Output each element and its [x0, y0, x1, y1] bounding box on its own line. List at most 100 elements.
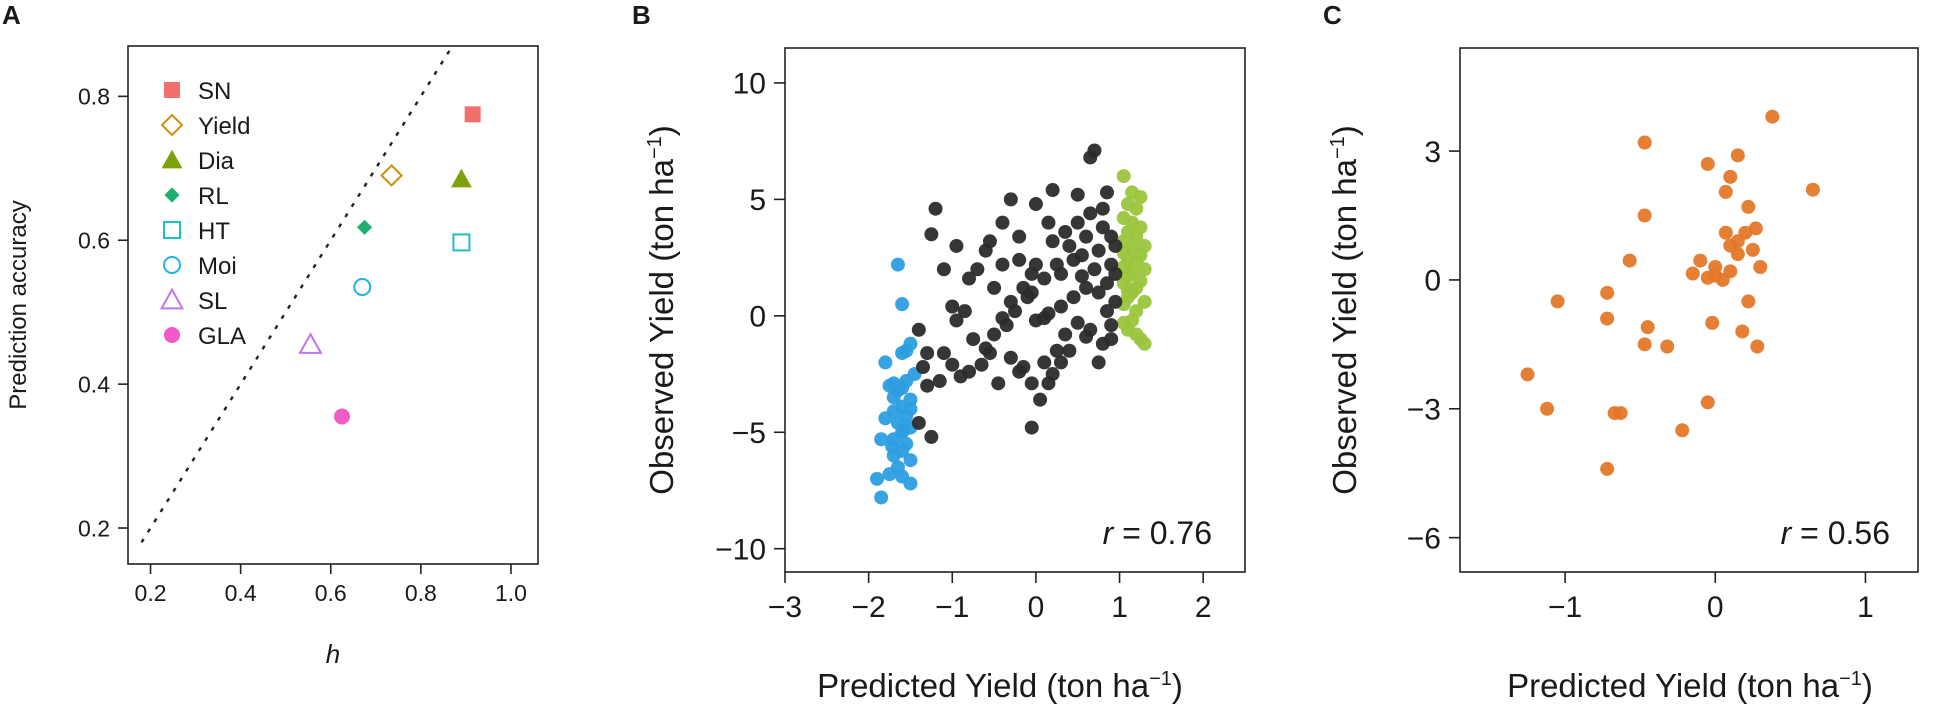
data-point-b [932, 374, 947, 389]
data-point-b [1100, 276, 1114, 291]
data-point-c [1730, 247, 1745, 262]
point-gla [334, 408, 351, 425]
data-point-b [1108, 266, 1123, 281]
data-point-b [1041, 215, 1056, 230]
data-point-b [1003, 192, 1018, 207]
legend-label-sn: SN [198, 78, 231, 105]
x-axis-label-b-sup: −1 [1149, 668, 1172, 690]
y-tick-label-c: −6 [1407, 522, 1441, 555]
annotation-r-b: r [1103, 515, 1115, 551]
data-point-b [903, 476, 918, 491]
data-point-c [1745, 242, 1760, 257]
panel-letter-b: B [632, 0, 651, 30]
data-point-c [1613, 406, 1628, 421]
y-tick-label-c: −3 [1407, 394, 1441, 427]
y-tick-label-b: 10 [733, 68, 766, 101]
data-point-b [1079, 229, 1094, 244]
data-point-c [1765, 109, 1780, 124]
data-point-c [1741, 199, 1756, 214]
data-point-b [1104, 332, 1119, 347]
data-point-b [920, 346, 935, 361]
x-axis-label-c-sup: −1 [1839, 668, 1862, 690]
data-point-b [1100, 304, 1114, 319]
data-point-c [1550, 294, 1565, 309]
data-point-b [995, 215, 1010, 230]
panel-c: C −1 0 1 3 0 −3 −6 r = 0.56 Predicted Yield (… [1323, 0, 1919, 704]
data-point-b [1137, 294, 1152, 309]
legend-marker-rl [164, 187, 180, 203]
point-moi [353, 278, 372, 297]
data-point-c [1718, 184, 1733, 199]
data-point-c [1741, 294, 1756, 309]
y-tick-label-b: −10 [715, 534, 766, 567]
x-tick-label-a: 0.2 [135, 580, 167, 606]
y-axis-label-c: Observed Yield (ton ha−1) [1326, 125, 1363, 495]
points-c [1520, 109, 1820, 476]
legend-label-gla: GLA [198, 323, 246, 350]
data-point-b [1008, 304, 1022, 319]
data-point-b [920, 378, 935, 393]
data-point-b [924, 429, 939, 444]
data-point-b [886, 390, 901, 405]
data-point-b [1049, 343, 1064, 358]
data-point-c [1637, 208, 1652, 223]
legend-label-ht: HT [198, 218, 230, 245]
data-point-b [1104, 318, 1119, 333]
correlation-annotation-b: r = 0.76 [1103, 515, 1212, 551]
data-point-b [1054, 299, 1068, 314]
data-point-c [1730, 148, 1745, 163]
x-tick-label-b: −1 [935, 591, 969, 624]
data-point-c [1685, 266, 1700, 281]
data-point-c [1750, 339, 1765, 354]
data-point-b [1041, 376, 1056, 391]
data-point-c [1520, 367, 1535, 382]
data-point-b [1079, 280, 1094, 295]
data-point-b [1024, 420, 1039, 435]
x-axis-label-c-close: ) [1862, 667, 1873, 704]
data-point-b [1058, 327, 1073, 342]
x-tick-label-c: 1 [1857, 591, 1874, 624]
data-point-c [1637, 337, 1652, 352]
data-point-b [878, 355, 893, 370]
legend-marker-dia [161, 149, 183, 169]
points-b [870, 143, 1152, 505]
legend-a: SN Yield Dia RL HT Moi SL GLA [159, 78, 250, 350]
data-point-b [936, 346, 951, 361]
data-point-b [1037, 311, 1052, 326]
data-point-b [1104, 229, 1119, 244]
annotation-r-c: r [1781, 515, 1793, 551]
x-tick-label-b: 2 [1195, 591, 1212, 624]
data-point-b [1062, 238, 1077, 253]
legend-marker-sn [164, 82, 180, 98]
data-point-b [1058, 224, 1073, 239]
data-point-b [936, 262, 951, 277]
x-axis-label-b-text: Predicted Yield (ton ha [817, 667, 1150, 704]
data-point-b [882, 467, 897, 482]
data-point-b [895, 381, 910, 396]
data-point-b [895, 346, 910, 361]
data-point-c [1700, 156, 1715, 171]
data-point-b [1129, 327, 1144, 342]
data-point-b [1062, 343, 1077, 358]
data-point-c [1675, 423, 1690, 438]
point-dia [451, 168, 472, 188]
data-point-b [1095, 220, 1110, 235]
data-point-b [974, 357, 989, 372]
x-ticks-b: −3 −2 −1 0 1 2 [768, 572, 1212, 624]
y-axis-label-b: Observed Yield (ton ha−1) [643, 125, 680, 495]
data-point-c [1660, 339, 1675, 354]
x-tick-label-c: −1 [1548, 591, 1582, 624]
data-point-b [1016, 360, 1031, 375]
data-point-b [991, 376, 1006, 391]
data-point-b [870, 471, 884, 486]
data-point-b [982, 234, 997, 249]
data-point-b [903, 453, 918, 468]
data-point-c [1805, 182, 1820, 197]
panel-letter-a: A [2, 0, 21, 30]
data-point-b [1066, 252, 1081, 267]
data-point-b [957, 304, 972, 319]
data-point-b [896, 422, 911, 437]
y-ticks-c: 3 0 −3 −6 [1407, 136, 1460, 555]
data-point-b [987, 327, 1002, 342]
